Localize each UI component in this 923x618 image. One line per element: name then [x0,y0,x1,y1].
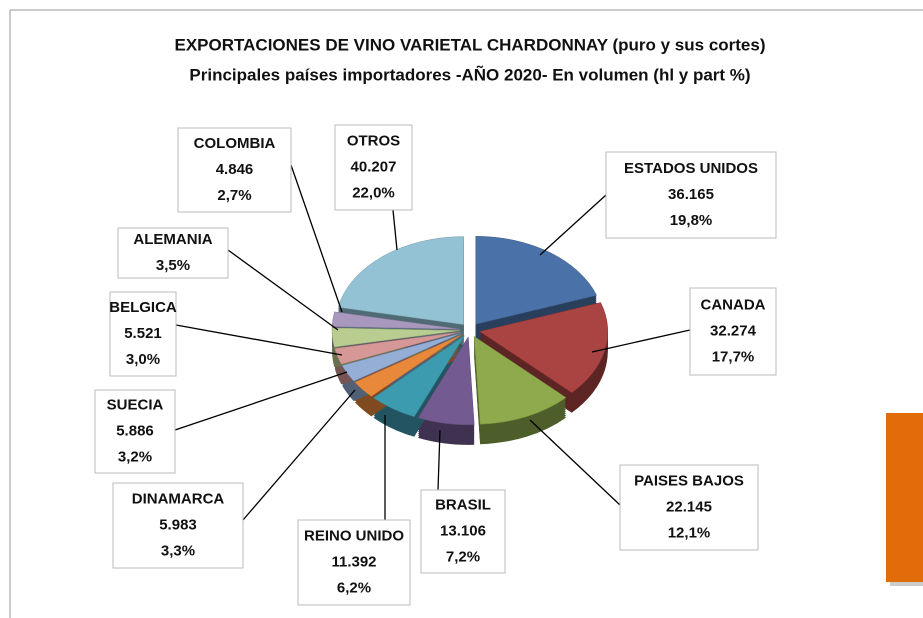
data-label: 3,5% [156,257,190,274]
data-label: 4.846 [216,161,254,178]
leader-line [392,209,398,251]
slice [354,334,463,397]
slice [473,335,567,425]
chart-title: EXPORTACIONES DE VINO VARIETAL CHARDONNA… [175,35,766,54]
leader-line [591,329,691,353]
data-label: CANADA [701,296,766,313]
leader-line [175,324,343,356]
slice [417,336,475,426]
slice [479,302,608,394]
leader-line [529,419,621,506]
data-label: 32.274 [710,322,757,339]
label-box [420,489,506,574]
data-label: OTROS [347,132,400,149]
label-box [334,124,413,211]
data-label: 3,2% [118,448,152,465]
data-label: BRASIL [435,496,491,513]
data-label: REINO UNIDO [304,527,404,544]
slice [331,327,461,348]
label-box [117,227,229,279]
data-label: PAISES BAJOS [634,472,744,489]
data-label: 22,0% [352,184,395,201]
slice [334,331,461,365]
label-box [94,389,176,474]
slice [475,236,598,325]
label-box [109,291,177,377]
data-label: 7,2% [446,548,480,565]
data-label: BELGICA [109,299,177,316]
label-box [112,482,244,569]
data-label: 17,7% [712,348,755,365]
data-label: 3,0% [126,351,160,368]
data-label: 36.165 [668,186,714,203]
leader-line [539,194,607,256]
leader-line [242,389,356,521]
leader-line [174,371,348,431]
data-label: 5.983 [159,516,197,533]
label-box [605,151,777,239]
slice [373,335,465,418]
slice [337,236,464,325]
leader-line [290,164,343,313]
side-panel [886,413,923,582]
leader-line [227,249,339,331]
data-label: 2,7% [217,187,251,204]
label-box [297,519,411,606]
data-label: ALEMANIA [133,231,212,248]
label-box [177,127,292,213]
data-label: 11.392 [331,553,376,570]
data-label: 22.145 [666,498,712,515]
data-label: 19,8% [670,212,713,229]
label-box [619,464,759,551]
data-label: 6,2% [337,579,371,596]
chart-subtitle: Principales países importadores -AÑO 202… [189,64,750,84]
data-label: 5.886 [116,422,154,439]
data-label: 13.106 [440,522,486,539]
slice [331,311,461,330]
data-label: 12,1% [668,524,711,541]
leader-line [437,429,441,491]
data-label: COLOMBIA [194,135,276,152]
data-label: 40.207 [351,158,397,175]
slice [341,332,462,382]
data-label: DINAMARCA [132,490,225,507]
data-label: ESTADOS UNIDOS [624,160,758,177]
label-box [689,287,777,376]
data-label: 5.521 [124,325,162,342]
data-label: SUECIA [107,396,164,413]
data-label: 3,3% [161,542,195,559]
